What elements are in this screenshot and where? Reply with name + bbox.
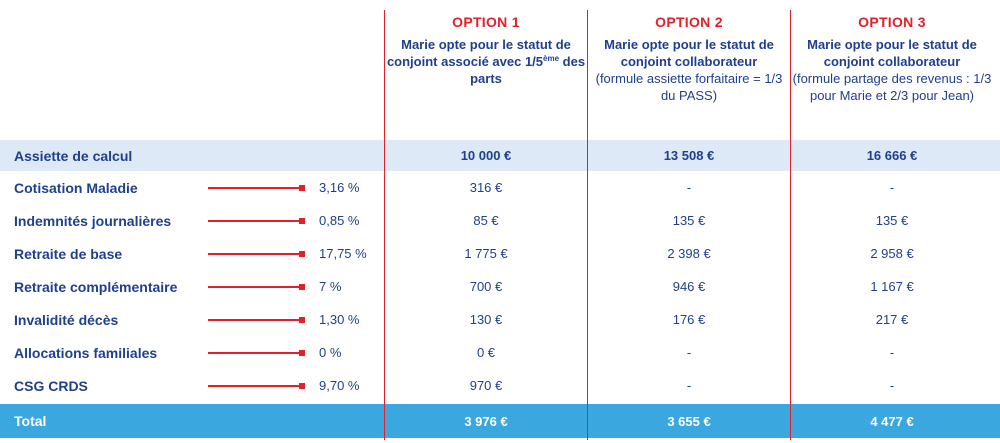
option-3-description: Marie opte pour le statut de conjoint co… [807, 37, 977, 69]
table-row: Retraite de base 17,75 % 1 775 € 2 398 €… [0, 237, 1000, 270]
row-rate: 0 % [319, 345, 342, 360]
option-3-note: (formule partage des revenus : 1/3 pour … [792, 71, 992, 103]
assiette-option-2: 13 508 € [663, 148, 715, 163]
option-1-title: OPTION 1 [452, 14, 520, 30]
row-rate: 3,16 % [319, 180, 360, 195]
table-row: Allocations familiales 0 % 0 € - - [0, 336, 1000, 369]
arrow-line [208, 187, 303, 189]
option-2-title: OPTION 2 [655, 14, 723, 30]
row-rate: 9,70 % [319, 378, 360, 393]
row-option-3: 1 167 € [870, 279, 914, 294]
column-divider [587, 10, 588, 440]
row-option-2: 135 € [672, 213, 706, 228]
table-row: Invalidité décès 1,30 % 130 € 176 € 217 … [0, 303, 1000, 336]
row-option-1: 0 € [476, 345, 496, 360]
row-option-3: - [889, 180, 895, 195]
table-row: Retraite complémentaire 7 % 700 € 946 € … [0, 270, 1000, 303]
row-option-1: 700 € [469, 279, 503, 294]
arrow-line [208, 286, 303, 288]
option-1-header: OPTION 1 Marie opte pour le statut de co… [385, 14, 587, 87]
row-label: Cotisation Maladie [14, 179, 138, 196]
row-option-1: 1 775 € [464, 246, 508, 261]
arrow-line [208, 220, 303, 222]
column-divider [790, 10, 791, 440]
row-option-1: 970 € [469, 378, 503, 393]
row-option-2: - [686, 378, 692, 393]
arrow-dot [299, 218, 305, 224]
total-label: Total [14, 413, 47, 429]
arrow-dot [299, 383, 305, 389]
row-rate: 1,30 % [319, 312, 360, 327]
arrow-dot [299, 251, 305, 257]
option-2-note: (formule assiette forfaitaire = 1/3 du P… [595, 71, 783, 103]
row-label: CSG CRDS [14, 377, 88, 394]
table-row: CSG CRDS 9,70 % 970 € - - [0, 369, 1000, 402]
total-row: Total 3 976 € 3 655 € 4 477 € [0, 404, 1000, 438]
option-2-header: OPTION 2 Marie opte pour le statut de co… [588, 14, 790, 104]
row-option-2: 2 398 € [667, 246, 711, 261]
table-row: Indemnités journalières 0,85 % 85 € 135 … [0, 204, 1000, 237]
total-option-1: 3 976 € [464, 413, 508, 429]
row-option-2: 946 € [672, 279, 706, 294]
row-option-1: 85 € [473, 213, 499, 228]
row-label: Indemnités journalières [14, 212, 172, 229]
assiette-option-1: 10 000 € [460, 148, 512, 163]
row-option-3: 217 € [875, 312, 909, 327]
total-band [0, 404, 1000, 438]
arrow-dot [299, 284, 305, 290]
assiette-row: Assiette de calcul 10 000 € 13 508 € 16 … [0, 140, 1000, 171]
row-rate: 7 % [319, 279, 342, 294]
option-3-title: OPTION 3 [858, 14, 926, 30]
row-option-2: 176 € [672, 312, 706, 327]
row-rate: 0,85 % [319, 213, 360, 228]
arrow-dot [299, 317, 305, 323]
assiette-label: Assiette de calcul [14, 147, 133, 164]
row-option-2: - [686, 345, 692, 360]
arrow-line [208, 319, 303, 321]
total-option-2: 3 655 € [667, 413, 711, 429]
row-option-3: 135 € [875, 213, 909, 228]
option-2-description: Marie opte pour le statut de conjoint co… [604, 37, 774, 69]
arrow-dot [299, 350, 305, 356]
row-label: Retraite complémentaire [14, 278, 178, 295]
row-option-1: 316 € [469, 180, 503, 195]
row-option-3: - [889, 378, 895, 393]
arrow-line [208, 352, 303, 354]
assiette-band [0, 140, 1000, 171]
row-label: Invalidité décès [14, 311, 119, 328]
arrow-line [208, 385, 303, 387]
option-1-description: Marie opte pour le statut de conjoint as… [386, 37, 586, 86]
option-3-header: OPTION 3 Marie opte pour le statut de co… [791, 14, 993, 104]
arrow-dot [299, 185, 305, 191]
row-rate: 17,75 % [319, 246, 367, 261]
column-divider [384, 10, 385, 440]
row-option-2: - [686, 180, 692, 195]
arrow-line [208, 253, 303, 255]
row-option-1: 130 € [469, 312, 503, 327]
row-option-3: 2 958 € [870, 246, 914, 261]
total-option-3: 4 477 € [870, 413, 914, 429]
row-option-3: - [889, 345, 895, 360]
row-label: Allocations familiales [14, 344, 158, 361]
row-label: Retraite de base [14, 245, 123, 262]
table-row: Cotisation Maladie 3,16 % 316 € - - [0, 171, 1000, 204]
assiette-option-3: 16 666 € [866, 148, 918, 163]
